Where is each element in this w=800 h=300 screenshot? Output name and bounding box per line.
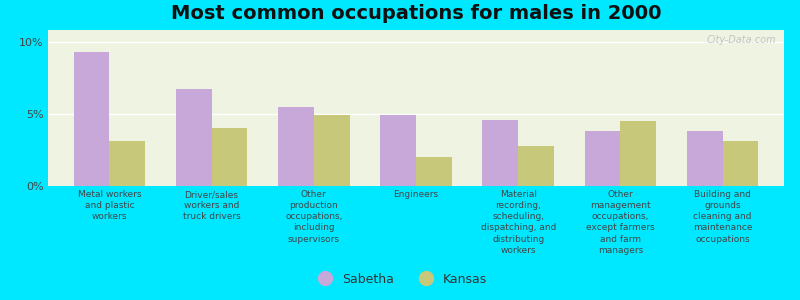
Bar bbox=[518, 146, 554, 186]
Bar bbox=[176, 89, 211, 186]
Bar bbox=[74, 52, 110, 186]
Bar bbox=[585, 131, 621, 186]
Bar bbox=[380, 115, 416, 186]
Text: City-Data.com: City-Data.com bbox=[707, 35, 777, 45]
Bar bbox=[416, 157, 452, 186]
Bar bbox=[110, 141, 145, 186]
Bar bbox=[621, 121, 656, 186]
Bar bbox=[211, 128, 247, 186]
Bar bbox=[278, 106, 314, 186]
Bar bbox=[722, 141, 758, 186]
Bar bbox=[314, 115, 350, 186]
Title: Most common occupations for males in 2000: Most common occupations for males in 200… bbox=[170, 4, 662, 23]
Bar bbox=[687, 131, 722, 186]
Bar bbox=[482, 120, 518, 186]
Legend: Sabetha, Kansas: Sabetha, Kansas bbox=[307, 268, 493, 291]
